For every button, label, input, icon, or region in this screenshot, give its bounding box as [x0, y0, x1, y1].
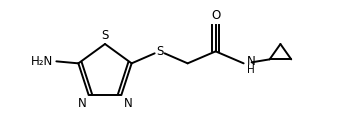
Text: N: N	[247, 55, 255, 68]
Text: S: S	[156, 45, 163, 58]
Text: S: S	[101, 29, 109, 42]
Text: N: N	[78, 97, 87, 110]
Text: N: N	[123, 97, 132, 110]
Text: O: O	[211, 9, 220, 22]
Text: H₂N: H₂N	[31, 55, 53, 68]
Text: H: H	[247, 65, 254, 75]
